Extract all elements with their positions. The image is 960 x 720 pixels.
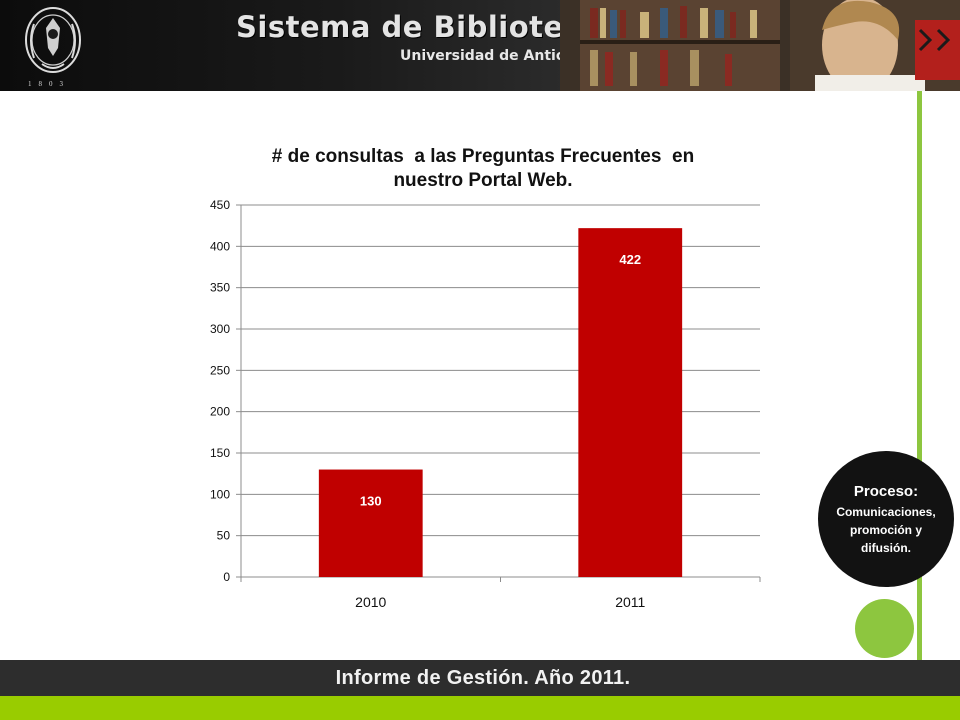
process-description: Comunicaciones, promoción y difusión.: [836, 505, 936, 555]
chart-title-line-2: nuestro Portal Web.: [393, 170, 572, 191]
y-tick-label: 350: [210, 281, 230, 295]
chart-title: # de consultas a las Preguntas Frecuente…: [272, 146, 694, 191]
header-title: Sistema de Bibliotecas: [236, 10, 620, 44]
process-badge: Proceso: Comunicaciones, promoción y dif…: [818, 451, 954, 587]
footer-bar: Informe de Gestión. Año 2011.: [0, 660, 960, 696]
bar-chart: # de consultas a las Preguntas Frecuente…: [210, 146, 761, 610]
y-tick-label: 150: [210, 446, 230, 460]
header-banner: 1803 Sistema de Bibliotecas Universidad …: [0, 0, 960, 91]
y-tick-label: 250: [210, 363, 230, 377]
chart-title-line-1: # de consultas a las Preguntas Frecuente…: [272, 146, 694, 167]
header-subtitle: Universidad de Antioquia: [400, 48, 600, 64]
decorative-circle: [855, 599, 914, 658]
x-tick-label-2010: 2010: [355, 594, 386, 610]
university-seal-icon: [25, 7, 81, 73]
y-tick-label: 0: [223, 570, 230, 584]
y-tick-label: 450: [210, 198, 230, 212]
y-tick-label: 300: [210, 322, 230, 336]
data-label-2010: 130: [360, 494, 382, 509]
accent-line: [917, 91, 922, 661]
y-tick-label: 200: [210, 405, 230, 419]
footer-stripe: [0, 696, 960, 720]
footer-text: Informe de Gestión. Año 2011.: [335, 667, 631, 689]
x-tick-label-2011: 2011: [615, 594, 645, 610]
library-photo: [560, 0, 960, 91]
data-label-2011: 422: [619, 252, 641, 267]
bar-2010: [318, 469, 423, 577]
process-title: Proceso:: [853, 483, 919, 500]
y-tick-label: 50: [217, 529, 231, 543]
seal-year: 1803: [28, 80, 70, 88]
bar-2011: [578, 228, 683, 577]
y-tick-label: 400: [210, 239, 230, 253]
y-tick-label: 100: [210, 487, 230, 501]
